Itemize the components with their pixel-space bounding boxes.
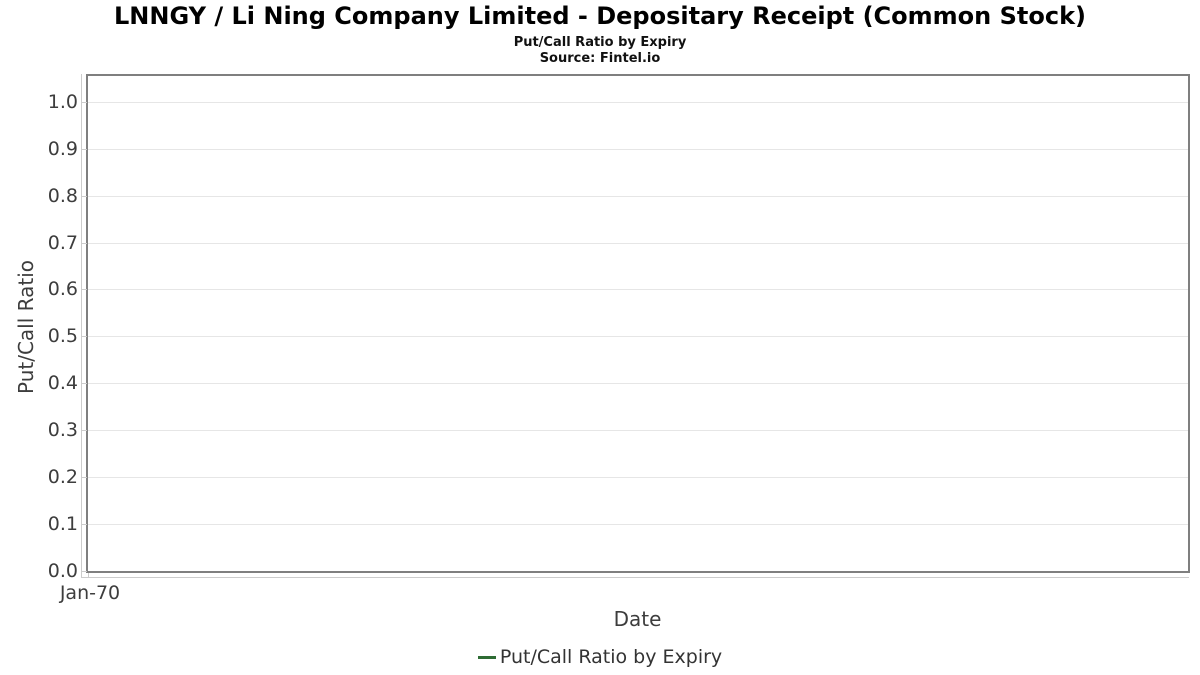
gridline <box>88 383 1188 384</box>
y-axis-tick-mark <box>81 477 87 478</box>
y-axis-tick-mark <box>81 524 87 525</box>
y-axis-tick-label: 0.6 <box>47 278 78 300</box>
x-axis-tick-mark <box>88 571 89 578</box>
y-axis-line <box>81 74 82 578</box>
legend: Put/Call Ratio by Expiry <box>0 646 1200 668</box>
y-axis-tick-mark <box>81 571 87 572</box>
legend-line-marker <box>477 655 496 659</box>
gridline <box>88 243 1188 244</box>
y-axis-tick-label: 0.7 <box>47 232 78 254</box>
x-axis-title: Date <box>613 607 662 631</box>
chart-title: LNNGY / Li Ning Company Limited - Deposi… <box>113 2 1087 30</box>
gridline <box>88 430 1188 431</box>
gridline <box>88 477 1188 478</box>
gridline <box>88 336 1188 337</box>
y-axis-tick-mark <box>81 289 87 290</box>
y-axis-tick-mark <box>81 149 87 150</box>
gridline <box>88 102 1188 103</box>
y-axis-tick-label: 0.9 <box>47 138 78 160</box>
y-axis-tick-label: 0.0 <box>47 560 78 582</box>
y-axis-tick-label: 0.1 <box>47 513 78 535</box>
x-axis-tick-label: Jan-70 <box>59 582 121 604</box>
y-axis-tick-label: 0.5 <box>47 325 78 347</box>
y-axis-tick-label: 0.3 <box>47 419 78 441</box>
y-axis-tick-mark <box>81 383 87 384</box>
chart-source: Source: Fintel.io <box>539 51 661 66</box>
y-axis-tick-label: 1.0 <box>47 91 78 113</box>
y-axis-tick-mark <box>81 336 87 337</box>
legend-label: Put/Call Ratio by Expiry <box>499 646 723 668</box>
plot-area <box>86 74 1190 573</box>
x-axis-line <box>81 577 1189 578</box>
y-axis-tick-label: 0.8 <box>47 185 78 207</box>
y-axis-tick-label: 0.2 <box>47 466 78 488</box>
y-axis-tick-mark <box>81 430 87 431</box>
y-axis-tick-mark <box>81 102 87 103</box>
chart-subtitle: Put/Call Ratio by Expiry <box>513 35 687 50</box>
y-axis-tick-label: 0.4 <box>47 372 78 394</box>
gridline <box>88 289 1188 290</box>
y-axis-tick-mark <box>81 243 87 244</box>
y-axis-tick-mark <box>81 196 87 197</box>
gridline <box>88 149 1188 150</box>
gridline <box>88 524 1188 525</box>
gridline <box>88 196 1188 197</box>
